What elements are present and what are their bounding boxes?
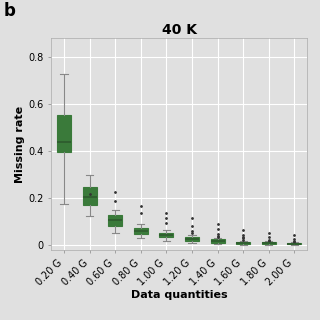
PathPatch shape <box>57 115 71 152</box>
PathPatch shape <box>236 242 250 244</box>
PathPatch shape <box>159 233 173 237</box>
PathPatch shape <box>108 215 122 226</box>
Y-axis label: Missing rate: Missing rate <box>15 105 25 183</box>
Title: 40 K: 40 K <box>162 23 197 37</box>
PathPatch shape <box>211 239 225 243</box>
PathPatch shape <box>134 228 148 234</box>
Text: b: b <box>3 2 15 20</box>
PathPatch shape <box>287 243 301 244</box>
PathPatch shape <box>83 187 97 205</box>
X-axis label: Data quantities: Data quantities <box>131 290 228 300</box>
PathPatch shape <box>262 242 276 244</box>
PathPatch shape <box>185 237 199 241</box>
